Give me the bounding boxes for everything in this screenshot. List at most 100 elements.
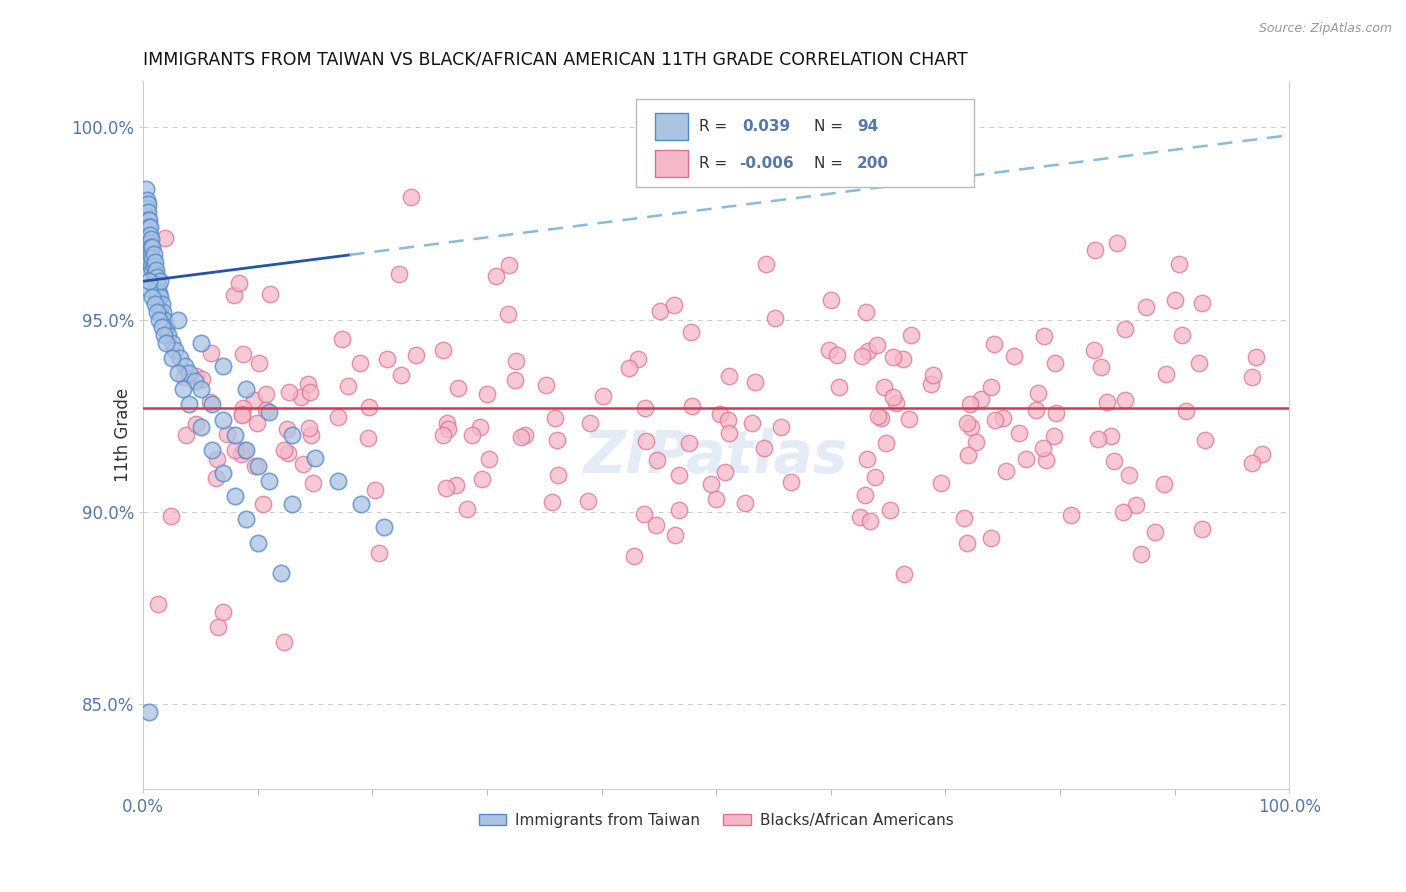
Point (173, 359, 195, 373)
Point (388, 267, 411, 281)
Point (1043, 428, 1066, 442)
Point (1240, 456, 1263, 470)
Point (224, 428, 246, 442)
Point (278, 385, 301, 400)
Point (503, 373, 526, 387)
Point (718, 425, 741, 440)
Point (870, 411, 893, 425)
Point (1025, 402, 1047, 417)
Point (160, 351, 183, 365)
Point (281, 428, 304, 442)
Point (576, 494, 599, 508)
Point (148, 285, 170, 300)
Point (1059, 508, 1081, 522)
Point (859, 514, 882, 528)
Point (141, 251, 163, 265)
Point (231, 407, 253, 421)
Point (136, 197, 159, 211)
Point (1170, 328, 1192, 343)
Point (153, 312, 176, 326)
Point (139, 220, 162, 235)
Point (326, 410, 349, 425)
Point (173, 370, 195, 384)
Point (212, 359, 235, 373)
Point (1032, 441, 1054, 455)
Point (866, 338, 889, 352)
Point (212, 412, 235, 426)
Point (1191, 522, 1213, 536)
Point (891, 352, 914, 367)
Point (1191, 296, 1213, 310)
Point (135, 201, 157, 215)
Point (1084, 244, 1107, 258)
Point (505, 353, 527, 368)
Point (432, 428, 454, 442)
Point (893, 566, 915, 581)
Point (254, 386, 277, 401)
Point (434, 481, 457, 495)
Point (212, 467, 235, 481)
Point (1043, 356, 1066, 370)
Point (292, 458, 315, 472)
Point (496, 307, 519, 321)
Point (741, 416, 763, 430)
Text: R =: R = (699, 156, 733, 171)
Point (1015, 452, 1038, 467)
Point (485, 268, 508, 283)
Point (662, 298, 685, 312)
Point (138, 244, 160, 258)
Point (401, 189, 423, 203)
Point (714, 465, 737, 479)
Point (138, 255, 160, 269)
Point (146, 278, 169, 293)
Point (146, 285, 169, 300)
Point (470, 419, 492, 434)
Point (1251, 447, 1274, 461)
Point (246, 535, 269, 549)
Point (138, 274, 160, 288)
Point (873, 380, 896, 394)
Point (153, 328, 176, 343)
Point (1129, 547, 1152, 561)
Point (827, 380, 849, 394)
Point (201, 443, 224, 458)
Point (898, 412, 921, 426)
Point (146, 597, 169, 611)
Point (138, 212, 160, 227)
Text: -0.006: -0.006 (740, 156, 794, 171)
Point (700, 476, 723, 491)
Point (994, 464, 1017, 478)
Point (139, 228, 162, 243)
Text: 94: 94 (858, 120, 879, 134)
Point (281, 497, 304, 511)
Point (1114, 392, 1136, 407)
Point (1099, 429, 1122, 443)
Point (1188, 356, 1211, 370)
Point (1153, 476, 1175, 491)
Point (959, 420, 981, 434)
Point (190, 420, 212, 434)
Point (135, 194, 157, 208)
Point (304, 450, 326, 465)
Point (498, 258, 520, 272)
Point (259, 287, 281, 301)
Point (1107, 235, 1129, 250)
Point (1002, 350, 1025, 364)
Point (779, 475, 801, 489)
Point (138, 220, 160, 235)
Point (636, 434, 658, 448)
Point (882, 390, 904, 404)
Point (165, 343, 187, 358)
Point (231, 408, 253, 422)
Point (1114, 322, 1136, 336)
Point (232, 401, 254, 415)
Point (143, 297, 166, 311)
Point (1090, 359, 1112, 374)
Point (159, 509, 181, 524)
Point (190, 382, 212, 396)
Point (1118, 468, 1140, 483)
Point (141, 289, 163, 303)
Point (145, 262, 167, 277)
Point (204, 471, 226, 485)
Point (155, 231, 177, 245)
